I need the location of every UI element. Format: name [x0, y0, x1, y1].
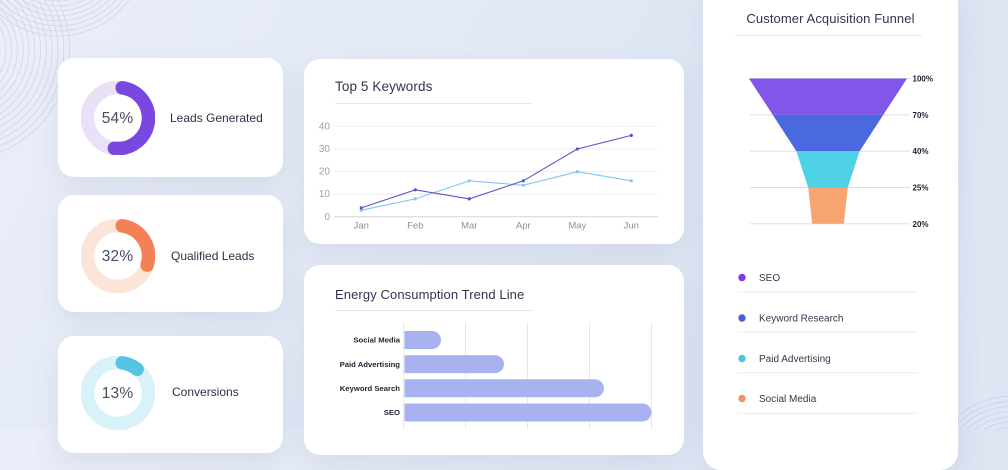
svg-text:10: 10: [319, 189, 331, 200]
svg-text:Keyword Research: Keyword Research: [759, 314, 843, 325]
svg-text:70%: 70%: [913, 111, 929, 120]
svg-text:Jun: Jun: [624, 221, 639, 232]
svg-text:Paid Advertising: Paid Advertising: [759, 354, 831, 365]
svg-text:30: 30: [319, 144, 331, 155]
svg-text:SEO: SEO: [759, 273, 780, 284]
svg-text:SEO: SEO: [384, 408, 400, 417]
svg-text:May: May: [568, 221, 586, 232]
svg-text:Feb: Feb: [407, 221, 423, 232]
svg-text:20: 20: [319, 167, 331, 178]
svg-text:25%: 25%: [913, 184, 929, 193]
svg-text:20%: 20%: [913, 220, 929, 229]
svg-text:0: 0: [324, 212, 330, 223]
svg-text:Keyword Search: Keyword Search: [340, 384, 401, 393]
svg-text:Mar: Mar: [461, 221, 477, 232]
svg-text:100%: 100%: [913, 75, 933, 84]
svg-text:Social Media: Social Media: [353, 336, 400, 345]
svg-text:Social Media: Social Media: [759, 394, 817, 405]
svg-text:Paid Advertising: Paid Advertising: [340, 360, 401, 369]
svg-text:40%: 40%: [913, 147, 929, 156]
svg-text:Apr: Apr: [516, 221, 531, 232]
svg-text:Jan: Jan: [354, 221, 369, 232]
svg-text:40: 40: [319, 121, 331, 132]
